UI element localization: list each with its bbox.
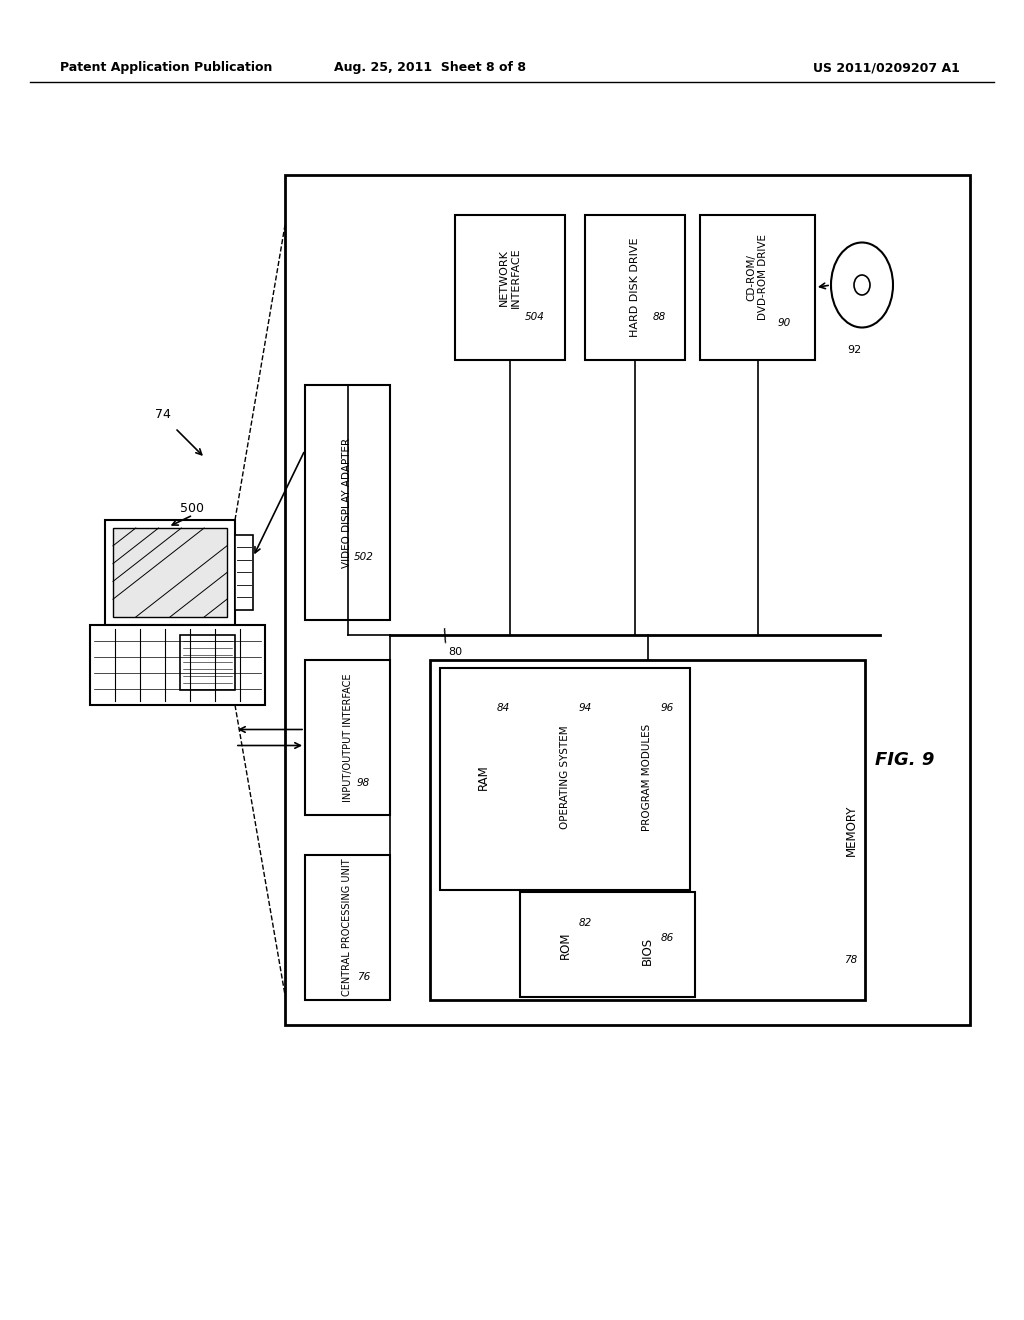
Bar [449, 680, 518, 875]
Text: 502: 502 [353, 553, 374, 562]
Bar [305, 855, 390, 1001]
Text: 78: 78 [845, 954, 858, 965]
Bar [612, 680, 682, 875]
Text: NETWORK
INTERFACE: NETWORK INTERFACE [500, 247, 521, 308]
Text: ROM: ROM [558, 931, 571, 958]
Text: Patent Application Publication: Patent Application Publication [60, 62, 272, 74]
Text: 84: 84 [497, 704, 510, 713]
Text: CD-ROM/
DVD-ROM DRIVE: CD-ROM/ DVD-ROM DRIVE [746, 235, 768, 321]
Bar [520, 892, 695, 997]
Bar [700, 215, 815, 360]
Bar [430, 660, 865, 1001]
Text: 98: 98 [357, 777, 370, 788]
Text: HARD DISK DRIVE: HARD DISK DRIVE [630, 238, 640, 337]
Bar [585, 215, 685, 360]
Text: MEMORY: MEMORY [845, 804, 857, 855]
Text: FIG. 9: FIG. 9 [876, 751, 935, 770]
Text: OPERATING SYSTEM: OPERATING SYSTEM [560, 726, 570, 829]
Text: 80: 80 [447, 647, 462, 657]
Text: INPUT/OUTPUT INTERFACE: INPUT/OUTPUT INTERFACE [342, 673, 352, 801]
Bar [305, 385, 390, 620]
Text: PROGRAM MODULES: PROGRAM MODULES [642, 723, 652, 832]
Bar [285, 176, 970, 1026]
Text: BIOS: BIOS [640, 937, 653, 965]
Text: RAM: RAM [476, 764, 489, 791]
Text: US 2011/0209207 A1: US 2011/0209207 A1 [813, 62, 961, 74]
Text: /: / [439, 627, 451, 645]
Bar [530, 680, 600, 875]
Bar [180, 635, 234, 690]
Text: 92: 92 [847, 345, 861, 355]
Text: Aug. 25, 2011  Sheet 8 of 8: Aug. 25, 2011 Sheet 8 of 8 [334, 62, 526, 74]
Text: 90: 90 [778, 318, 792, 327]
Bar [440, 668, 690, 890]
Text: CENTRAL PROCESSING UNIT: CENTRAL PROCESSING UNIT [342, 859, 352, 997]
Text: 94: 94 [579, 704, 592, 713]
Text: 504: 504 [525, 313, 545, 322]
Text: 76: 76 [357, 973, 370, 982]
Text: 96: 96 [660, 704, 674, 713]
Text: 86: 86 [660, 933, 674, 942]
Bar [455, 215, 565, 360]
Bar [530, 906, 600, 985]
Bar [612, 920, 682, 982]
Text: VIDEO DISPLAY ADAPTER: VIDEO DISPLAY ADAPTER [342, 437, 352, 568]
Ellipse shape [831, 243, 893, 327]
Bar [90, 624, 265, 705]
Bar [305, 660, 390, 814]
Bar [105, 520, 234, 624]
Bar [113, 528, 227, 616]
Text: 88: 88 [652, 313, 666, 322]
Text: 74: 74 [155, 408, 171, 421]
Text: 82: 82 [579, 917, 592, 928]
Bar [234, 535, 253, 610]
Ellipse shape [854, 275, 870, 294]
Text: 500: 500 [180, 502, 204, 515]
